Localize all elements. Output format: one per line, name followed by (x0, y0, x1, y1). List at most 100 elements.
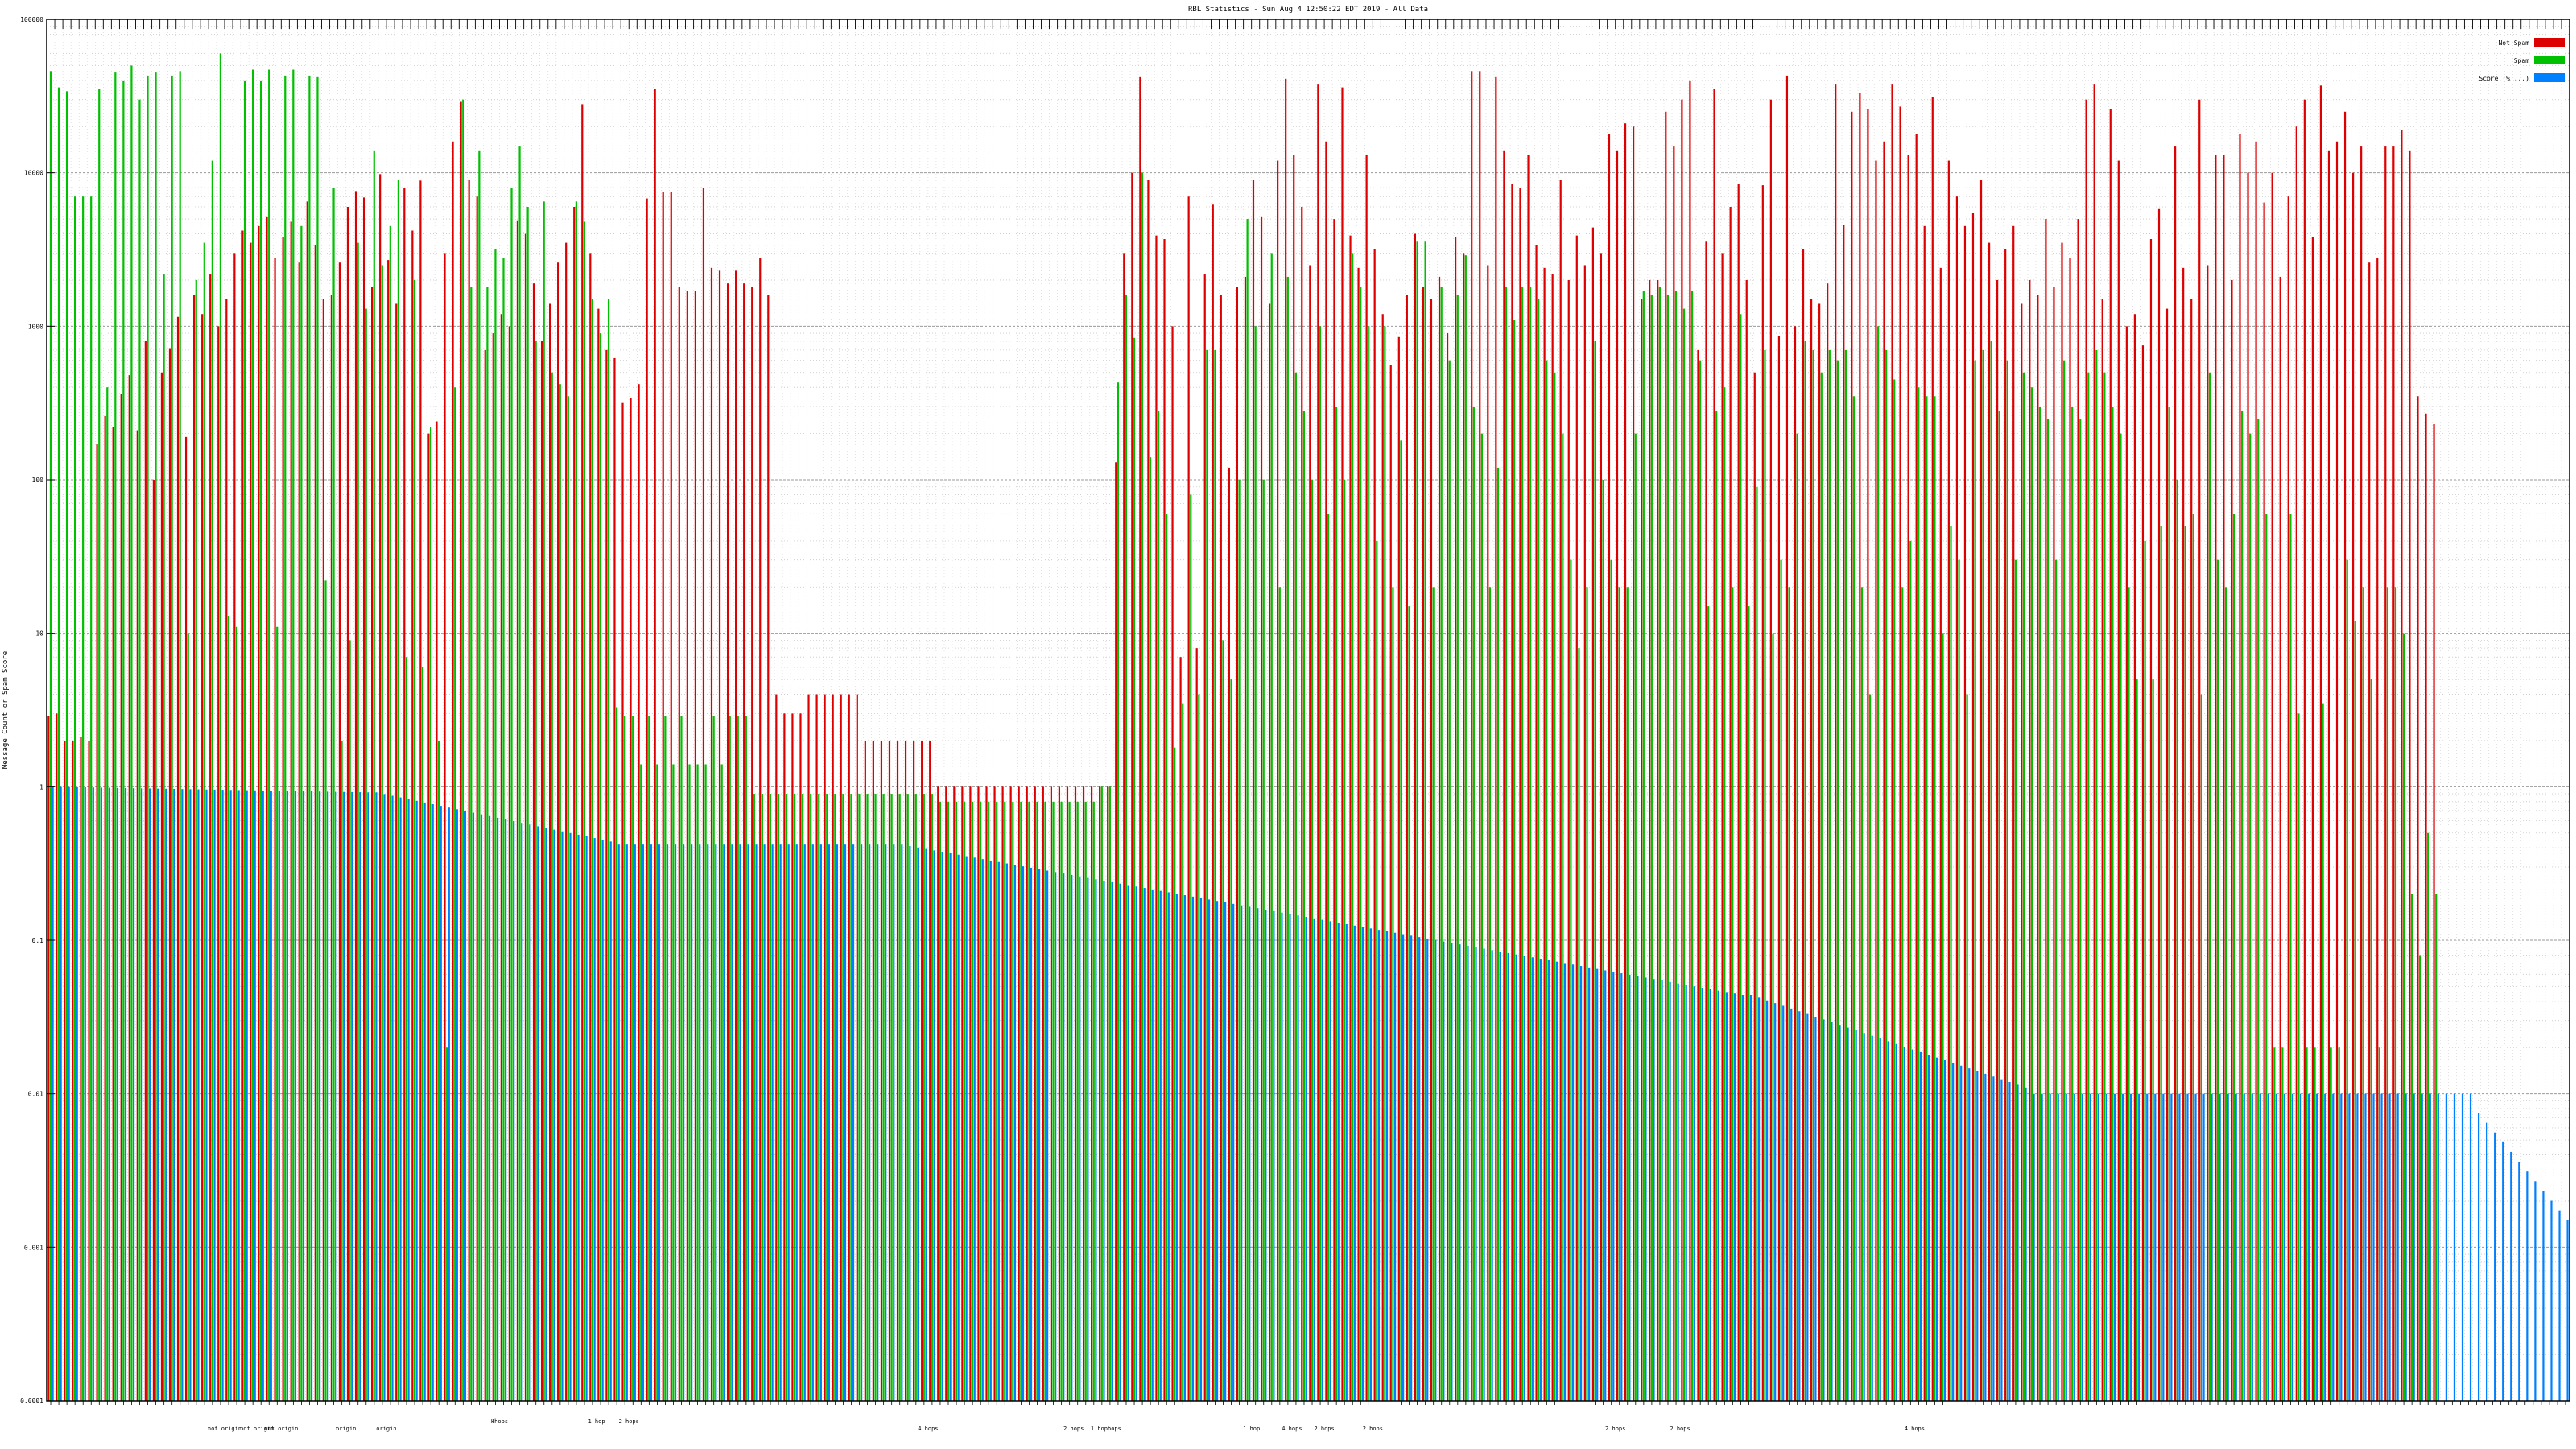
bar-not-spam (1212, 204, 1214, 1401)
bar-spam (1319, 326, 1322, 1402)
bar-spam (583, 221, 586, 1402)
bar-score (893, 844, 895, 1401)
bar-score (472, 812, 475, 1401)
bar-spam (2168, 407, 2170, 1401)
bar-not-spam (1203, 274, 1206, 1401)
bar-not-spam (945, 786, 947, 1401)
bar-spam (906, 794, 909, 1401)
bar-spam (454, 387, 456, 1402)
bar-not-spam (589, 253, 592, 1401)
bar-spam (1642, 291, 1645, 1401)
bar-score (545, 828, 547, 1401)
bar-spam (2144, 540, 2146, 1401)
bar-spam (1190, 494, 1192, 1401)
bar-not-spam (2279, 276, 2281, 1401)
bar-not-spam (1131, 172, 1133, 1401)
bar-score (2461, 1093, 2464, 1401)
bar-not-spam (888, 740, 891, 1401)
bar-not-spam (1810, 299, 1813, 1401)
bar-not-spam (2343, 111, 2347, 1401)
bar-not-spam (1082, 786, 1085, 1401)
bar-not-spam (1947, 160, 1950, 1401)
bar-score (2081, 1093, 2083, 1401)
bar-spam (2120, 433, 2122, 1401)
bar-score (423, 802, 426, 1401)
bar-not-spam (250, 242, 252, 1402)
bar-spam (1020, 801, 1022, 1401)
bar-score (601, 840, 604, 1401)
bar-spam (737, 716, 739, 1401)
bar-score (1596, 968, 1599, 1401)
bar-not-spam (193, 295, 196, 1401)
bar-spam (1740, 314, 1742, 1401)
bar-not-spam (1996, 279, 1999, 1402)
bar-spam (1812, 349, 1814, 1401)
bar-not-spam (1567, 279, 1570, 1402)
bar-score (2348, 1093, 2351, 1401)
bar-score (1361, 927, 1364, 1401)
bar-spam (276, 626, 279, 1401)
bar-not-spam (2125, 326, 2128, 1402)
bar-spam (1480, 433, 1484, 1401)
bar-not-spam (136, 430, 138, 1401)
bar-not-spam (2013, 225, 2015, 1401)
bar-not-spam (702, 188, 705, 1401)
bar-spam (1028, 801, 1030, 1401)
bar-not-spam (460, 101, 462, 1401)
bar-score (2502, 1141, 2504, 1401)
bar-not-spam (1843, 224, 1845, 1402)
bar-not-spam (403, 188, 406, 1401)
bar-score (747, 844, 749, 1401)
bar-score (1588, 967, 1591, 1401)
bar-score (189, 789, 192, 1401)
bar-not-spam (1641, 299, 1643, 1401)
x-category-label: 4 hops (1282, 1426, 1302, 1432)
bar-spam (2273, 1047, 2276, 1401)
bar-not-spam (1721, 253, 1724, 1401)
bar-spam (1674, 291, 1678, 1401)
bar-score (2542, 1191, 2545, 1401)
bar-not-spam (2311, 237, 2314, 1401)
bar-score (1265, 910, 1267, 1401)
bar-spam (898, 794, 901, 1401)
x-category-label: not origin (240, 1426, 274, 1432)
bar-spam (405, 657, 408, 1401)
bar-not-spam (686, 291, 688, 1401)
bar-spam (939, 801, 941, 1401)
bar-score (537, 826, 539, 1401)
bar-spam (518, 146, 521, 1402)
bar-spam (1125, 295, 1128, 1401)
bar-spam (882, 794, 885, 1401)
bar-not-spam (411, 230, 414, 1401)
bar-spam (1254, 326, 1257, 1402)
bar-score (505, 819, 507, 1401)
bar-score (925, 848, 927, 1401)
bar-not-spam (775, 694, 778, 1401)
bar-spam (1488, 587, 1492, 1401)
bar-score (771, 844, 774, 1401)
bar-score (2453, 1093, 2456, 1401)
bar-score (2550, 1200, 2553, 1401)
bar-not-spam (1163, 239, 1166, 1401)
bar-spam (308, 75, 311, 1401)
bar-spam (955, 801, 958, 1401)
bar-score (1839, 1025, 1841, 1401)
bar-spam (1820, 372, 1823, 1402)
bar-spam (2241, 411, 2244, 1401)
bar-score (1087, 877, 1089, 1401)
bar-not-spam (1309, 265, 1311, 1402)
bar-not-spam (1519, 188, 1521, 1401)
bar-spam (1335, 407, 1338, 1401)
bar-not-spam (848, 694, 850, 1401)
bar-score (1903, 1046, 1905, 1401)
bar-score (197, 789, 200, 1401)
bar-not-spam (1147, 180, 1150, 1401)
bar-spam (171, 75, 173, 1401)
legend-swatch-not-spam (2534, 38, 2565, 47)
bar-score (2154, 1093, 2157, 1401)
bar-score (2316, 1093, 2318, 1401)
bar-score (496, 817, 499, 1401)
bar-not-spam (1397, 336, 1400, 1401)
bar-score (2437, 1093, 2439, 1401)
bar-spam (486, 287, 489, 1401)
